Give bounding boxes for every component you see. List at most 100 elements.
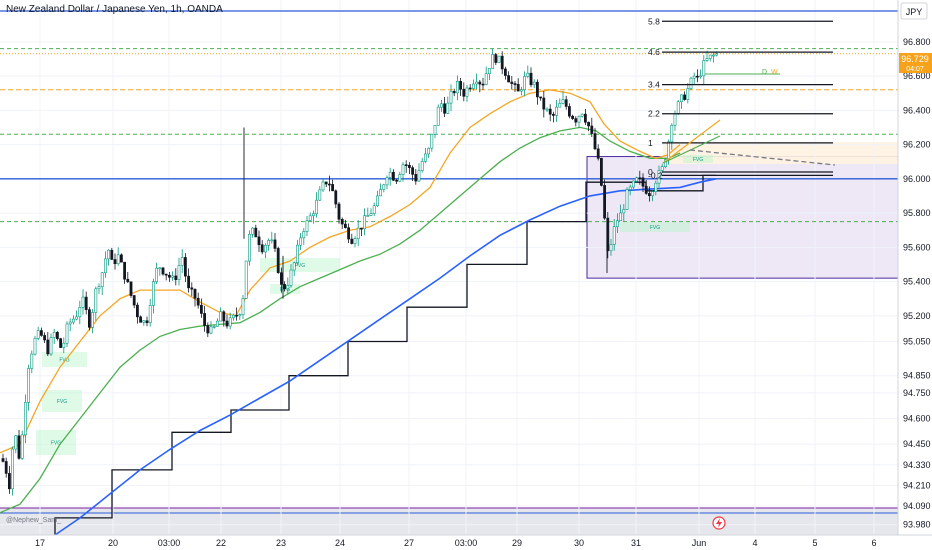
candle-body (433, 125, 437, 135)
candle-body (206, 325, 210, 334)
candle-body (615, 220, 619, 228)
price-tick-label: 95.600 (903, 242, 931, 252)
time-tick-label: 29 (512, 538, 522, 548)
candle-body (571, 115, 575, 119)
candle-body (232, 314, 235, 319)
candles-group (1, 48, 719, 496)
candle-body (81, 296, 85, 308)
candle-body (651, 191, 655, 197)
candle-body (660, 166, 664, 171)
candle-body (196, 297, 200, 306)
candle-body (212, 326, 216, 328)
lightning-glyph (716, 518, 722, 528)
price-tick-label: 94.450 (903, 439, 931, 449)
candle-body (187, 275, 191, 289)
candle-body (494, 54, 498, 63)
candle-body (1, 458, 5, 462)
candle-body (39, 330, 43, 336)
time-tick-label: 03:00 (158, 538, 181, 548)
candle-body (523, 76, 527, 91)
candle-body (699, 75, 703, 78)
candle-body (395, 179, 399, 182)
candle-body (372, 205, 376, 214)
candle-body (430, 133, 434, 149)
fvg-box (260, 258, 340, 272)
ema-green-line (0, 126, 681, 514)
candle-body (670, 124, 674, 143)
candle-body (190, 287, 194, 290)
candle-body (136, 304, 139, 318)
candle-body (516, 83, 520, 92)
candle-body (647, 193, 651, 197)
candle-body (462, 88, 466, 97)
candle-body (331, 184, 335, 192)
candle-body (46, 339, 50, 355)
candle-body (705, 58, 709, 61)
candle-body (228, 317, 232, 327)
candle-body (711, 54, 715, 57)
candle-body (619, 212, 623, 221)
candle-body (315, 199, 319, 215)
w-label: W (771, 69, 778, 76)
candle-body (475, 81, 479, 85)
candle-body (97, 286, 101, 290)
price-tick-label: 94.210 (903, 480, 931, 490)
candle-body (587, 121, 591, 127)
candle-body (75, 316, 79, 320)
candle-body (385, 177, 389, 186)
time-axis-ticks: 17 20 03:00 22 23 24 27 03:00 29 30 31 Jun 4 5 6 (35, 538, 877, 548)
candle-body (484, 73, 488, 85)
candle-body (260, 244, 264, 253)
time-tick-label: 17 (35, 538, 45, 548)
candle-body (110, 249, 114, 260)
fib-level-label: 3.4 (648, 80, 660, 90)
candle-body (583, 113, 587, 123)
candle-body (558, 103, 562, 108)
price-axis[interactable] (898, 0, 932, 550)
price-tick-label: 95.200 (903, 311, 931, 321)
candle-body (667, 141, 671, 160)
candle-body (459, 81, 463, 90)
candle-body (84, 296, 88, 310)
candle-body (142, 320, 146, 323)
candle-body (129, 281, 133, 296)
candle-body (603, 185, 607, 219)
candle-body (564, 99, 568, 107)
d-label: D (762, 69, 767, 76)
candle-body (11, 448, 15, 490)
candle-body (327, 183, 331, 186)
candle-body (487, 68, 491, 75)
candle-body (628, 186, 632, 190)
candle-body (286, 285, 290, 290)
candle-body (590, 125, 594, 134)
candle-body (555, 106, 559, 116)
candle-body (113, 259, 117, 265)
candle-body (88, 309, 91, 328)
currency-label: JPY (906, 7, 923, 17)
fvg-label: FVG (693, 157, 703, 163)
candle-body (686, 88, 690, 100)
candle-body (491, 54, 495, 69)
candle-body (59, 338, 63, 348)
time-tick-label: 5 (812, 538, 817, 548)
time-tick-label: 23 (276, 538, 286, 548)
candle-body (104, 258, 107, 274)
candle-body (20, 434, 24, 459)
fib-level-label: 4.6 (648, 47, 660, 57)
candle-body (254, 227, 258, 238)
fvg-box (42, 352, 87, 367)
candle-body (369, 213, 373, 216)
currency-button[interactable] (900, 2, 928, 20)
candle-body (359, 227, 363, 230)
candle-body (267, 240, 271, 246)
fvg-label: FVG (51, 441, 61, 447)
candle-body (695, 75, 699, 78)
candle-body (302, 231, 306, 239)
candle-body (91, 312, 95, 328)
candle-body (567, 106, 571, 117)
candle-body (55, 332, 59, 339)
candle-body (324, 181, 328, 185)
candle-body (379, 189, 383, 197)
candle-body (612, 226, 616, 245)
